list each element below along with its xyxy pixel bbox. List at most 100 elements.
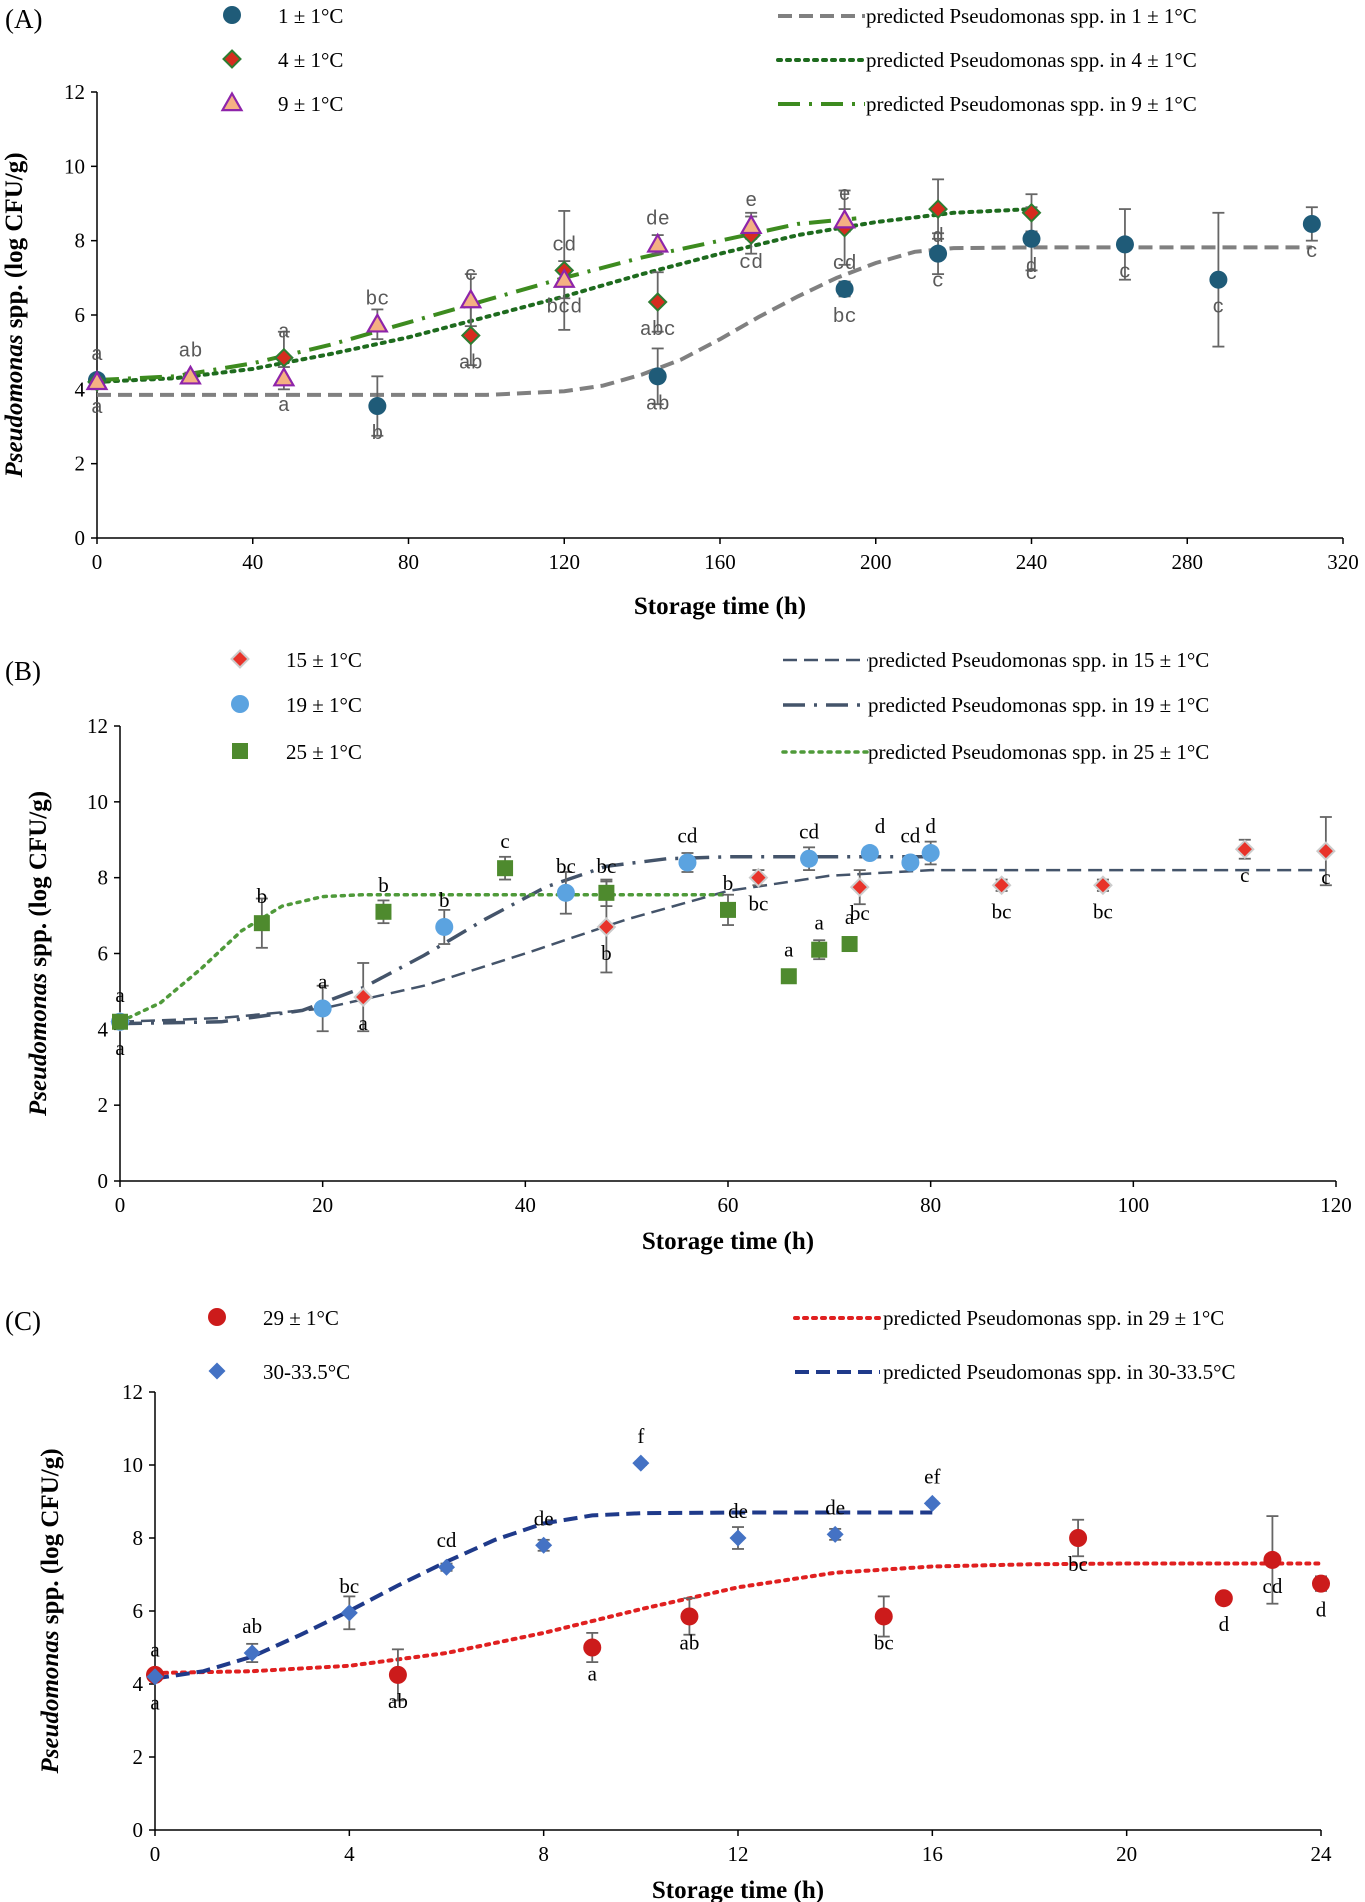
data-point bbox=[1234, 839, 1255, 860]
data-point bbox=[991, 875, 1012, 896]
significance-letter: d bbox=[1219, 1612, 1230, 1636]
x-tick-label: 20 bbox=[1116, 1842, 1137, 1866]
data-point bbox=[438, 1558, 455, 1576]
significance-letter: ab bbox=[680, 1630, 700, 1654]
predicted-curve bbox=[118, 892, 730, 1024]
legend-marker bbox=[231, 695, 249, 713]
data-point bbox=[497, 860, 514, 877]
significance-letter: ab bbox=[242, 1614, 262, 1638]
significance-letter: ab bbox=[459, 352, 483, 375]
significance-letter: e bbox=[745, 190, 757, 213]
y-tick-label: 4 bbox=[133, 1672, 144, 1696]
data-point bbox=[146, 1668, 164, 1686]
x-tick-label: 40 bbox=[515, 1193, 536, 1217]
significance-letter: a bbox=[359, 1011, 369, 1035]
significance-letter: a bbox=[318, 969, 328, 993]
data-point bbox=[1214, 1589, 1233, 1608]
data-point bbox=[729, 1529, 747, 1547]
significance-letter: c bbox=[1119, 261, 1131, 284]
significance-letter: d bbox=[925, 814, 936, 838]
y-tick-label: 8 bbox=[75, 229, 86, 253]
y-tick-label: 0 bbox=[75, 526, 86, 550]
significance-letter: bc bbox=[833, 306, 857, 329]
data-point bbox=[1093, 875, 1113, 896]
significance-letter: c bbox=[465, 264, 477, 287]
significance-letter: c bbox=[500, 829, 509, 853]
data-point bbox=[923, 1494, 941, 1512]
legend-marker bbox=[220, 91, 244, 112]
data-point bbox=[921, 844, 940, 863]
significance-letter: c bbox=[1240, 863, 1249, 887]
y-tick-label: 2 bbox=[133, 1745, 144, 1769]
significance-letter: cd bbox=[900, 824, 920, 848]
legend-label: predicted Pseudomonas spp. in 19 ± 1°C bbox=[868, 693, 1209, 717]
legend-label: 4 ± 1°C bbox=[278, 48, 343, 72]
significance-letter: bc bbox=[850, 901, 870, 925]
legend-label: predicted Pseudomonas spp. in 29 ± 1°C bbox=[883, 1306, 1224, 1330]
significance-letter: cd bbox=[1263, 1574, 1283, 1598]
predicted-curve bbox=[153, 1561, 1323, 1675]
data-point bbox=[720, 901, 736, 918]
significance-letter: b bbox=[601, 941, 612, 965]
legend-marker bbox=[208, 1308, 226, 1326]
significance-letter: ef bbox=[924, 1464, 940, 1488]
data-point bbox=[340, 1604, 358, 1622]
predicted-curve bbox=[119, 855, 931, 1026]
data-point bbox=[253, 915, 270, 932]
data-point bbox=[811, 941, 828, 958]
y-tick-label: 2 bbox=[75, 452, 86, 476]
x-tick-label: 16 bbox=[922, 1842, 943, 1866]
y-axis-title-italic: Pseudomonas bbox=[1, 334, 28, 478]
significance-letter: abc bbox=[640, 319, 676, 342]
significance-letter: bc bbox=[339, 1574, 359, 1598]
data-point bbox=[901, 853, 920, 872]
legend-marker bbox=[222, 49, 242, 69]
data-point bbox=[647, 292, 668, 312]
significance-letter: d bbox=[1025, 256, 1037, 279]
data-point bbox=[1263, 1550, 1282, 1569]
data-point bbox=[860, 844, 879, 863]
data-point bbox=[435, 917, 454, 936]
y-tick-label: 12 bbox=[87, 714, 108, 738]
significance-letter: ab bbox=[178, 340, 202, 363]
significance-letter: de bbox=[825, 1495, 845, 1519]
predicted-curve bbox=[119, 868, 1326, 1024]
data-point bbox=[874, 1607, 893, 1626]
significance-letter: bcd bbox=[546, 297, 582, 320]
y-tick-label: 12 bbox=[64, 80, 85, 104]
y-axis-title-rest: spp. (log CFU/g) bbox=[37, 1448, 64, 1630]
legend-label: 29 ± 1°C bbox=[263, 1306, 339, 1330]
significance-letter: bc bbox=[992, 899, 1012, 923]
data-point bbox=[535, 1536, 553, 1554]
significance-letter: c bbox=[1025, 263, 1037, 286]
data-point bbox=[598, 884, 615, 901]
data-point bbox=[678, 853, 697, 872]
data-point bbox=[680, 1607, 699, 1626]
legend-label: 9 ± 1°C bbox=[278, 92, 343, 116]
y-axis-title: Pseudomonas spp. (log CFU/g) bbox=[1, 152, 28, 478]
data-point bbox=[179, 364, 202, 385]
significance-letter: de bbox=[728, 1499, 748, 1523]
legend-label: 15 ± 1°C bbox=[286, 648, 362, 672]
data-point bbox=[353, 987, 374, 1008]
data-point bbox=[596, 917, 617, 937]
significance-letter: a bbox=[115, 983, 125, 1007]
significance-letter: bc bbox=[748, 892, 768, 916]
data-point bbox=[313, 999, 332, 1018]
significance-letter: b bbox=[257, 884, 268, 908]
significance-letter: d bbox=[875, 814, 886, 838]
x-axis-title: Storage time (h) bbox=[634, 593, 806, 620]
significance-letter: d bbox=[932, 226, 944, 249]
data-point bbox=[243, 1644, 261, 1662]
data-point bbox=[1069, 1529, 1088, 1547]
significance-letter: cd bbox=[833, 253, 857, 276]
data-point bbox=[272, 366, 296, 387]
data-point bbox=[841, 936, 858, 953]
significance-letter: cd bbox=[678, 824, 698, 848]
data-point bbox=[460, 325, 481, 346]
data-point bbox=[748, 867, 769, 888]
significance-letter: a bbox=[815, 911, 825, 935]
significance-letter: a bbox=[784, 937, 794, 961]
